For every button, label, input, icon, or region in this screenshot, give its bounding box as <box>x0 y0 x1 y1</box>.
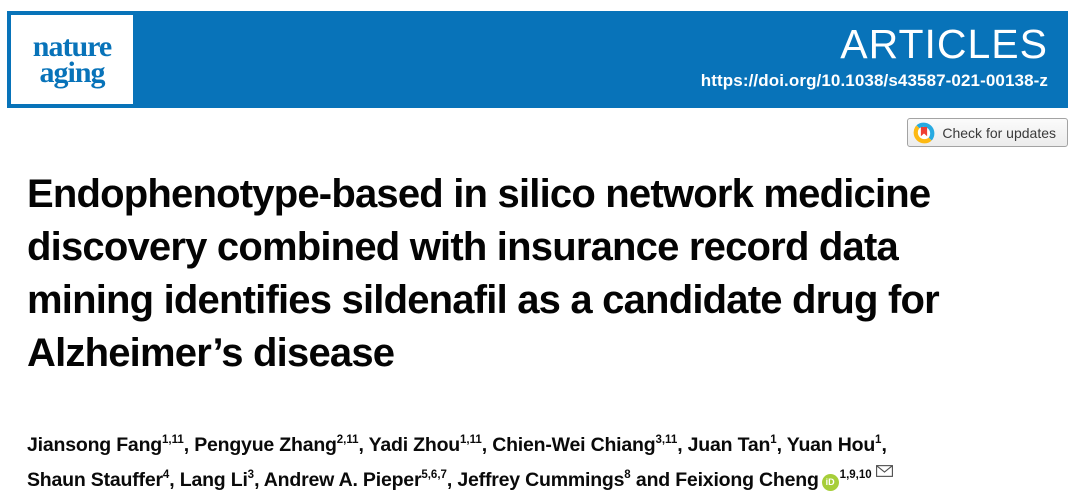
author-affiliation-sup: 1,11 <box>460 433 482 446</box>
author-name: Jeffrey Cummings <box>457 469 625 491</box>
author-affiliation-sup: 5,6,7 <box>421 468 447 481</box>
check-for-updates-badge[interactable]: Check for updates <box>907 118 1068 147</box>
article-title-line-1: Endophenotype-based in silico network me… <box>27 172 931 216</box>
author-affiliation-sup: 1 <box>770 433 777 446</box>
journal-name-line2: aging <box>39 55 105 89</box>
author-name: Lang Li <box>179 469 248 491</box>
article-type-label: ARTICLES <box>840 21 1048 67</box>
author-name: Andrew A. Pieper <box>263 469 422 491</box>
author-name: Juan Tan <box>687 434 771 456</box>
check-for-updates-label: Check for updates <box>942 124 1056 141</box>
author-name: Yadi Zhou <box>368 434 461 456</box>
author-affiliation-sup: 2,11 <box>336 433 359 446</box>
article-title-line-2: discovery combined with insurance record… <box>27 225 899 269</box>
doi-link[interactable]: https://doi.org/10.1038/s43587-021-00138… <box>700 71 1048 90</box>
author-list: Jiansong Fang1,11, Pengyue Zhang2,11, Ya… <box>27 428 893 498</box>
author-affiliation-sup: 4 <box>162 468 170 481</box>
article-title-line-4: Alzheimer’s disease <box>27 331 395 375</box>
journal-name-line1: nature <box>32 29 112 63</box>
author-name: Pengyue Zhang <box>194 434 337 456</box>
author-line-2: Shaun Stauffer4, Lang Li3, Andrew A. Pie… <box>27 463 893 498</box>
article-title-line-3: mining identifies sildenafil as a candid… <box>27 278 940 322</box>
author-name: Feixiong Cheng <box>675 469 819 491</box>
orcid-icon[interactable]: iD <box>821 474 839 491</box>
author-name: Jiansong Fang <box>27 434 162 456</box>
author-affiliation-sup: 3 <box>247 468 255 481</box>
author-affiliation-sup: 1 <box>875 433 882 446</box>
author-name: Shaun Stauffer <box>27 469 163 491</box>
author-affiliation-sup: 1,9,10 <box>839 468 872 481</box>
author-affiliation-sup: 8 <box>624 468 631 481</box>
banner-right-block: ARTICLES https://doi.org/10.1038/s43587-… <box>701 21 1048 91</box>
journal-banner: nature aging ARTICLES https://doi.org/10… <box>7 11 1068 108</box>
crossmark-icon <box>913 122 935 144</box>
author-affiliation-sup: 1,11 <box>162 433 184 446</box>
author-name: Chien-Wei Chiang <box>492 434 656 456</box>
email-icon[interactable] <box>875 464 893 477</box>
author-name: Yuan Hou <box>786 434 876 456</box>
author-line-1: Jiansong Fang1,11, Pengyue Zhang2,11, Ya… <box>27 433 887 456</box>
author-affiliation-sup: 3,11 <box>655 433 678 446</box>
article-title: Endophenotype-based in silico network me… <box>27 168 940 380</box>
journal-logo: nature aging <box>11 15 133 104</box>
